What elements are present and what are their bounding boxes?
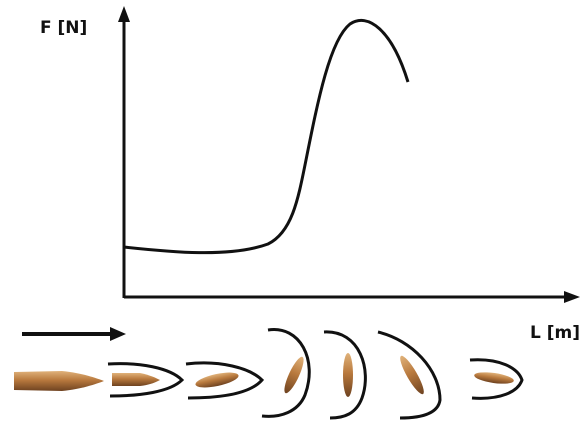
bullet xyxy=(195,372,239,388)
motion-arrow-head xyxy=(110,327,126,341)
bullet xyxy=(400,355,424,395)
shock-wave xyxy=(107,362,185,398)
x-axis-arrow xyxy=(564,291,580,303)
shock-wave xyxy=(261,328,311,418)
bullet xyxy=(474,372,514,384)
y-axis-arrow xyxy=(118,6,130,22)
shock-wave xyxy=(377,330,442,420)
bullets xyxy=(14,328,524,420)
force-curve xyxy=(123,18,410,255)
bullet xyxy=(284,356,304,394)
bullet xyxy=(14,371,104,391)
axes xyxy=(122,20,570,299)
bullet xyxy=(112,373,160,386)
shock-wave xyxy=(323,330,367,420)
y-axis-label: F [N] xyxy=(40,18,87,38)
x-axis-label: L [m] xyxy=(530,323,580,343)
shock-wave xyxy=(185,361,265,400)
shock-wave xyxy=(469,358,524,400)
bullet xyxy=(343,353,353,397)
